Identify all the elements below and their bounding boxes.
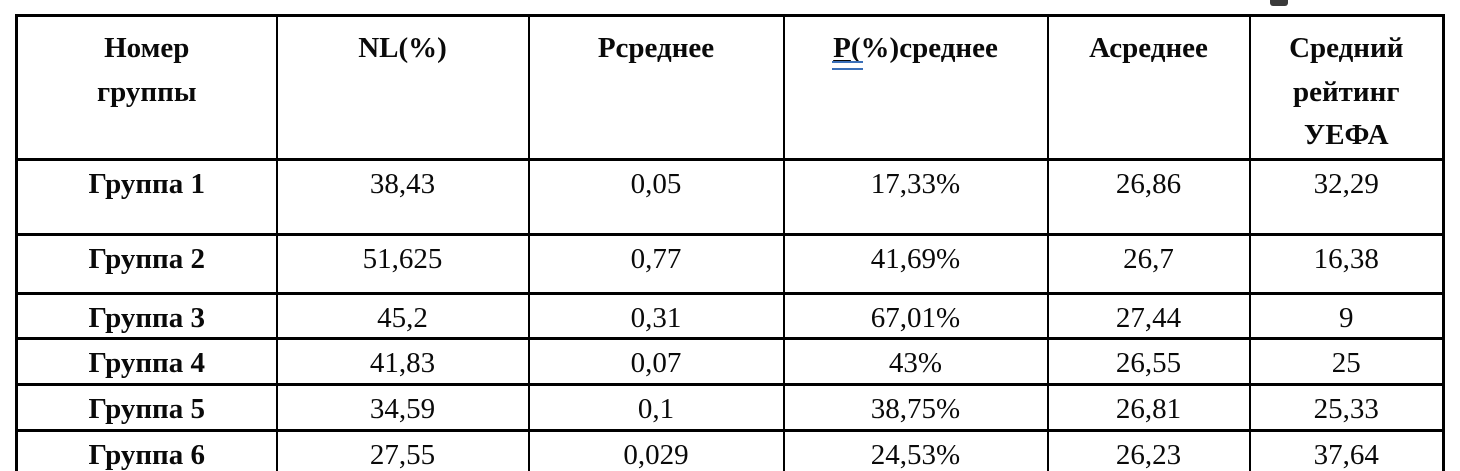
header-cell-p-average: Рсреднее <box>527 14 785 161</box>
underlined-letter: Р <box>833 32 851 64</box>
cell-nl: 51,625 <box>275 232 530 295</box>
header-row: Номер группы NL(%) Рсреднее Р(%)среднее … <box>15 14 1445 161</box>
cropped-mark <box>1270 0 1288 6</box>
cell-p-average: 0,029 <box>527 428 785 471</box>
header-label: Средний рейтинг УЕФА <box>1289 32 1404 151</box>
table-row-group-4: Группа 4 41,83 0,07 43% 26,55 25 <box>15 337 1445 386</box>
table-row-group-6: Группа 6 27,55 0,029 24,53% 26,23 37,64 <box>15 428 1445 471</box>
header-cell-uefa-rating: Средний рейтинг УЕФА <box>1248 14 1445 161</box>
header-cell-p-percent-average: Р(%)среднее <box>782 14 1049 161</box>
cell-p-percent-average: 67,01% <box>782 291 1049 341</box>
cell-a-average: 26,7 <box>1046 232 1251 295</box>
header-cell-group-number: Номер группы <box>15 14 278 161</box>
cell-uefa-rating: 32,29 <box>1248 157 1445 236</box>
cell-a-average: 26,81 <box>1046 382 1251 432</box>
header-label: NL(%) <box>358 32 447 64</box>
cell-group-name: Группа 6 <box>15 428 278 471</box>
cell-group-name: Группа 3 <box>15 291 278 341</box>
cell-p-average: 0,05 <box>527 157 785 236</box>
header-cell-a-average: Асреднее <box>1046 14 1251 161</box>
table-row-group-5: Группа 5 34,59 0,1 38,75% 26,81 25,33 <box>15 382 1445 432</box>
cell-p-average: 0,77 <box>527 232 785 295</box>
table-row-group-3: Группа 3 45,2 0,31 67,01% 27,44 9 <box>15 291 1445 341</box>
uefa-groups-table: Номер группы NL(%) Рсреднее Р(%)среднее … <box>15 14 1445 471</box>
cell-group-name: Группа 1 <box>15 157 278 236</box>
cell-p-percent-average: 17,33% <box>782 157 1049 236</box>
cell-group-name: Группа 5 <box>15 382 278 432</box>
header-cell-nl: NL(%) <box>275 14 530 161</box>
cell-a-average: 26,55 <box>1046 337 1251 386</box>
header-label: %)среднее <box>860 32 998 64</box>
cell-p-average: 0,31 <box>527 291 785 341</box>
table-row-group-1: Группа 1 38,43 0,05 17,33% 26,86 32,29 <box>15 157 1445 236</box>
header-label: Номер группы <box>97 32 197 108</box>
cell-uefa-rating: 25 <box>1248 337 1445 386</box>
cell-nl: 41,83 <box>275 337 530 386</box>
cell-group-name: Группа 2 <box>15 232 278 295</box>
cell-p-percent-average: 41,69% <box>782 232 1049 295</box>
cell-uefa-rating: 25,33 <box>1248 382 1445 432</box>
cell-nl: 45,2 <box>275 291 530 341</box>
cell-p-percent-average: 24,53% <box>782 428 1049 471</box>
header-label-paren: ( <box>850 32 861 64</box>
cell-uefa-rating: 16,38 <box>1248 232 1445 295</box>
grammar-underline: Р( <box>832 27 863 71</box>
cell-a-average: 26,86 <box>1046 157 1251 236</box>
cell-p-average: 0,07 <box>527 337 785 386</box>
cell-a-average: 26,23 <box>1046 428 1251 471</box>
header-label: Асреднее <box>1089 32 1208 64</box>
header-label: Рсреднее <box>597 32 715 64</box>
cell-p-average: 0,1 <box>527 382 785 432</box>
cell-nl: 27,55 <box>275 428 530 471</box>
cell-a-average: 27,44 <box>1046 291 1251 341</box>
cell-uefa-rating: 37,64 <box>1248 428 1445 471</box>
cell-p-percent-average: 43% <box>782 337 1049 386</box>
cell-nl: 34,59 <box>275 382 530 432</box>
cell-p-percent-average: 38,75% <box>782 382 1049 432</box>
cell-nl: 38,43 <box>275 157 530 236</box>
table-row-group-2: Группа 2 51,625 0,77 41,69% 26,7 16,38 <box>15 232 1445 295</box>
cell-uefa-rating: 9 <box>1248 291 1445 341</box>
cell-group-name: Группа 4 <box>15 337 278 386</box>
